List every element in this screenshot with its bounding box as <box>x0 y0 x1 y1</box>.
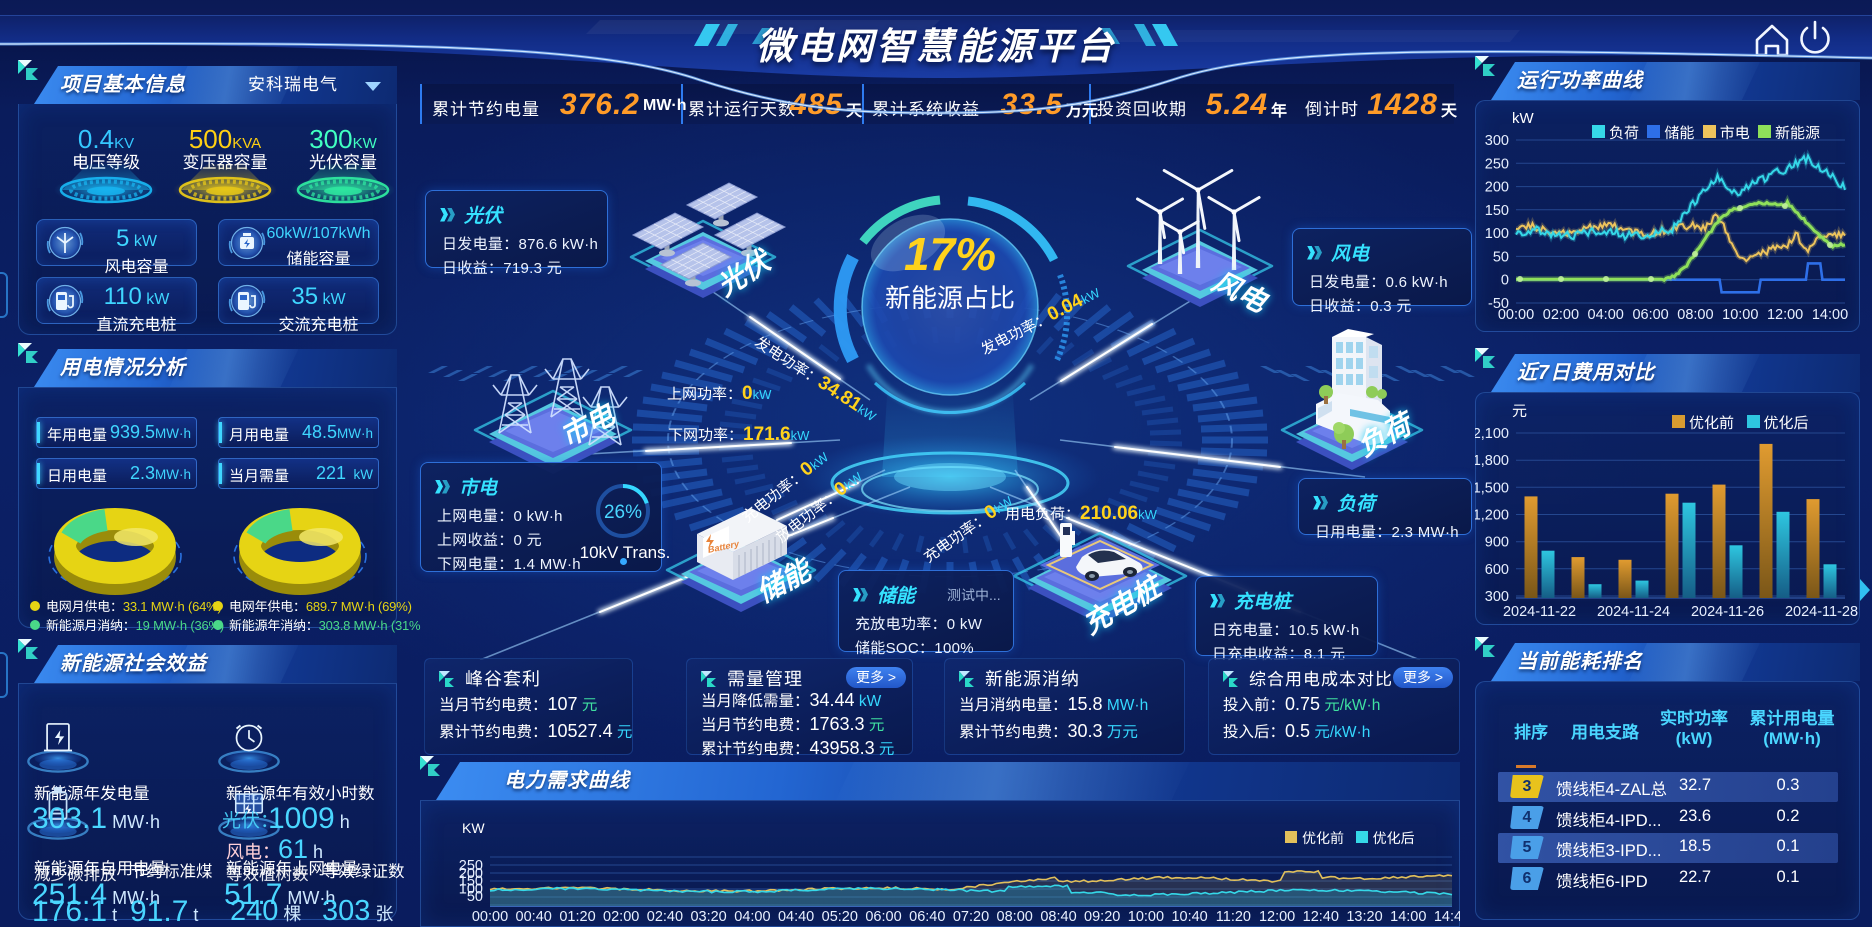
svg-text:250: 250 <box>459 858 483 874</box>
svg-text:07:20: 07:20 <box>953 909 989 925</box>
svg-text:1,800: 1,800 <box>1475 453 1509 469</box>
svg-text:04:00: 04:00 <box>734 909 770 925</box>
svg-text:02:00: 02:00 <box>603 909 639 925</box>
svg-text:0: 0 <box>1501 273 1509 289</box>
svg-text:1,200: 1,200 <box>1475 508 1509 524</box>
svg-text:17%: 17% <box>904 228 996 280</box>
svg-text:02:00: 02:00 <box>1543 307 1579 323</box>
svg-text:600: 600 <box>1485 562 1509 578</box>
svg-text:2024-11-22: 2024-11-22 <box>1503 604 1576 620</box>
svg-text:10:00: 10:00 <box>1128 909 1164 925</box>
svg-text:12:40: 12:40 <box>1303 909 1339 925</box>
svg-text:04:40: 04:40 <box>778 909 814 925</box>
svg-text:14:00: 14:00 <box>1812 307 1848 323</box>
svg-text:02:40: 02:40 <box>647 909 683 925</box>
svg-text:09:20: 09:20 <box>1084 909 1120 925</box>
svg-text:100: 100 <box>459 881 483 897</box>
svg-text:13:20: 13:20 <box>1346 909 1382 925</box>
svg-text:2024-11-26: 2024-11-26 <box>1691 604 1764 620</box>
svg-text:06:00: 06:00 <box>1632 307 1668 323</box>
svg-text:00:40: 00:40 <box>516 909 552 925</box>
svg-text:900: 900 <box>1485 535 1509 551</box>
svg-text:12:00: 12:00 <box>1259 909 1295 925</box>
svg-text:06:40: 06:40 <box>909 909 945 925</box>
svg-text:04:00: 04:00 <box>1588 307 1624 323</box>
svg-text:100: 100 <box>1485 226 1509 242</box>
svg-text:00:00: 00:00 <box>1498 307 1534 323</box>
svg-text:150: 150 <box>1485 203 1509 219</box>
svg-text:50: 50 <box>467 889 483 905</box>
svg-text:2,100: 2,100 <box>1475 426 1509 442</box>
svg-text:08:40: 08:40 <box>1040 909 1076 925</box>
svg-text:11:20: 11:20 <box>1216 909 1251 925</box>
svg-text:-50: -50 <box>1488 296 1509 312</box>
svg-text:00:00: 00:00 <box>472 909 508 925</box>
svg-text:1,500: 1,500 <box>1475 480 1509 496</box>
svg-text:03:20: 03:20 <box>690 909 726 925</box>
svg-text:08:00: 08:00 <box>997 909 1033 925</box>
svg-text:新能源占比: 新能源占比 <box>885 283 1015 313</box>
svg-text:300: 300 <box>1485 133 1509 149</box>
svg-text:200: 200 <box>459 866 483 882</box>
svg-text:26%: 26% <box>604 502 642 523</box>
svg-text:200: 200 <box>1485 180 1509 196</box>
svg-text:300: 300 <box>1485 589 1509 605</box>
svg-text:250: 250 <box>1485 156 1509 172</box>
svg-text:10:40: 10:40 <box>1171 909 1207 925</box>
svg-text:50: 50 <box>1493 249 1509 265</box>
svg-text:150: 150 <box>459 874 483 890</box>
svg-text:14:00: 14:00 <box>1390 909 1426 925</box>
svg-text:06:00: 06:00 <box>865 909 901 925</box>
svg-text:2024-11-24: 2024-11-24 <box>1597 604 1670 620</box>
svg-text:10:00: 10:00 <box>1722 307 1758 323</box>
svg-text:08:00: 08:00 <box>1677 307 1713 323</box>
svg-text:01:20: 01:20 <box>559 909 595 925</box>
svg-text:14:40: 14:40 <box>1434 909 1460 925</box>
svg-text:05:20: 05:20 <box>822 909 858 925</box>
svg-text:2024-11-28: 2024-11-28 <box>1785 604 1858 620</box>
svg-text:12:00: 12:00 <box>1767 307 1803 323</box>
